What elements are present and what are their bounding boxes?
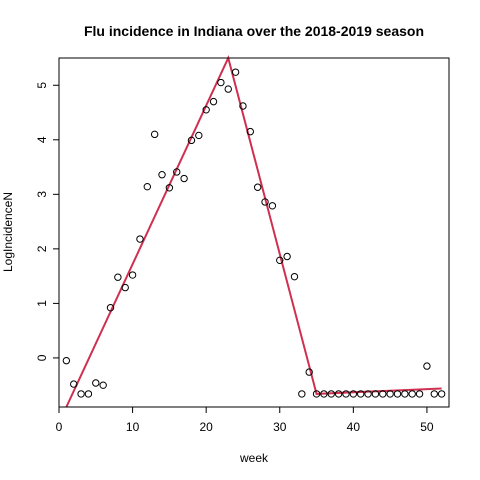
fit-line <box>65 55 442 408</box>
data-point <box>114 273 122 281</box>
x-axis: 0 10 20 30 40 50 <box>56 407 434 434</box>
x-tick-label: 50 <box>420 420 434 434</box>
data-point <box>386 390 394 398</box>
data-point <box>128 271 137 279</box>
data-point <box>371 390 380 398</box>
data-point <box>305 368 313 376</box>
data-point <box>121 283 129 292</box>
fit-line-layer <box>65 55 442 408</box>
x-tick-label: 30 <box>273 420 287 434</box>
data-point <box>92 379 100 387</box>
data-point <box>209 97 218 106</box>
data-point <box>283 252 291 261</box>
y-tick-label: 3 <box>35 191 49 198</box>
y-tick-label: 4 <box>35 136 49 143</box>
data-point <box>62 356 71 365</box>
data-point <box>158 170 166 179</box>
data-point <box>430 390 438 398</box>
data-point <box>298 390 306 398</box>
data-point <box>312 390 321 398</box>
data-point <box>415 390 424 398</box>
data-point <box>106 304 115 312</box>
x-tick-label: 40 <box>347 420 361 434</box>
data-point <box>239 102 247 110</box>
data-point <box>195 131 203 140</box>
data-point <box>320 390 328 398</box>
plot-frame <box>58 57 450 408</box>
data-point <box>364 390 372 398</box>
data-point <box>393 390 402 398</box>
data-point <box>437 390 446 398</box>
x-tick-label: 20 <box>199 420 213 434</box>
y-tick-label: 0 <box>35 354 49 361</box>
data-point <box>246 127 255 136</box>
y-tick-label: 5 <box>35 82 49 89</box>
data-point <box>165 184 174 192</box>
y-axis: 0 1 2 3 4 5 <box>35 82 59 361</box>
data-point <box>187 136 196 145</box>
data-point <box>173 168 181 176</box>
data-point <box>77 390 85 398</box>
y-tick-label: 1 <box>35 300 49 307</box>
data-point <box>217 78 225 87</box>
data-point <box>150 130 159 139</box>
data-point <box>224 85 232 93</box>
data-point <box>231 68 240 76</box>
data-point <box>408 390 416 398</box>
data-point <box>180 174 188 183</box>
x-tick-label: 0 <box>56 420 63 434</box>
data-point <box>342 390 350 398</box>
data-point <box>84 390 93 398</box>
data-point <box>401 390 409 398</box>
data-point <box>136 235 144 243</box>
data-point <box>70 380 78 388</box>
data-point <box>327 390 335 398</box>
points-layer <box>62 68 446 398</box>
data-point <box>334 390 343 398</box>
data-point <box>423 362 431 370</box>
data-point <box>290 272 299 281</box>
data-point <box>379 390 387 398</box>
data-point <box>253 183 262 191</box>
data-point <box>356 390 365 398</box>
data-point <box>143 182 152 191</box>
y-axis-label: LogIncidenceN <box>1 192 15 272</box>
data-point <box>261 198 269 206</box>
data-point <box>202 106 210 114</box>
chart-title: Flu incidence in Indiana over the 2018-2… <box>84 23 424 39</box>
data-point <box>276 256 284 265</box>
x-tick-label: 10 <box>126 420 140 434</box>
y-tick-label: 2 <box>35 245 49 252</box>
x-axis-label: week <box>239 451 269 465</box>
data-point <box>349 390 358 398</box>
data-point <box>99 381 107 389</box>
data-point <box>268 202 277 210</box>
